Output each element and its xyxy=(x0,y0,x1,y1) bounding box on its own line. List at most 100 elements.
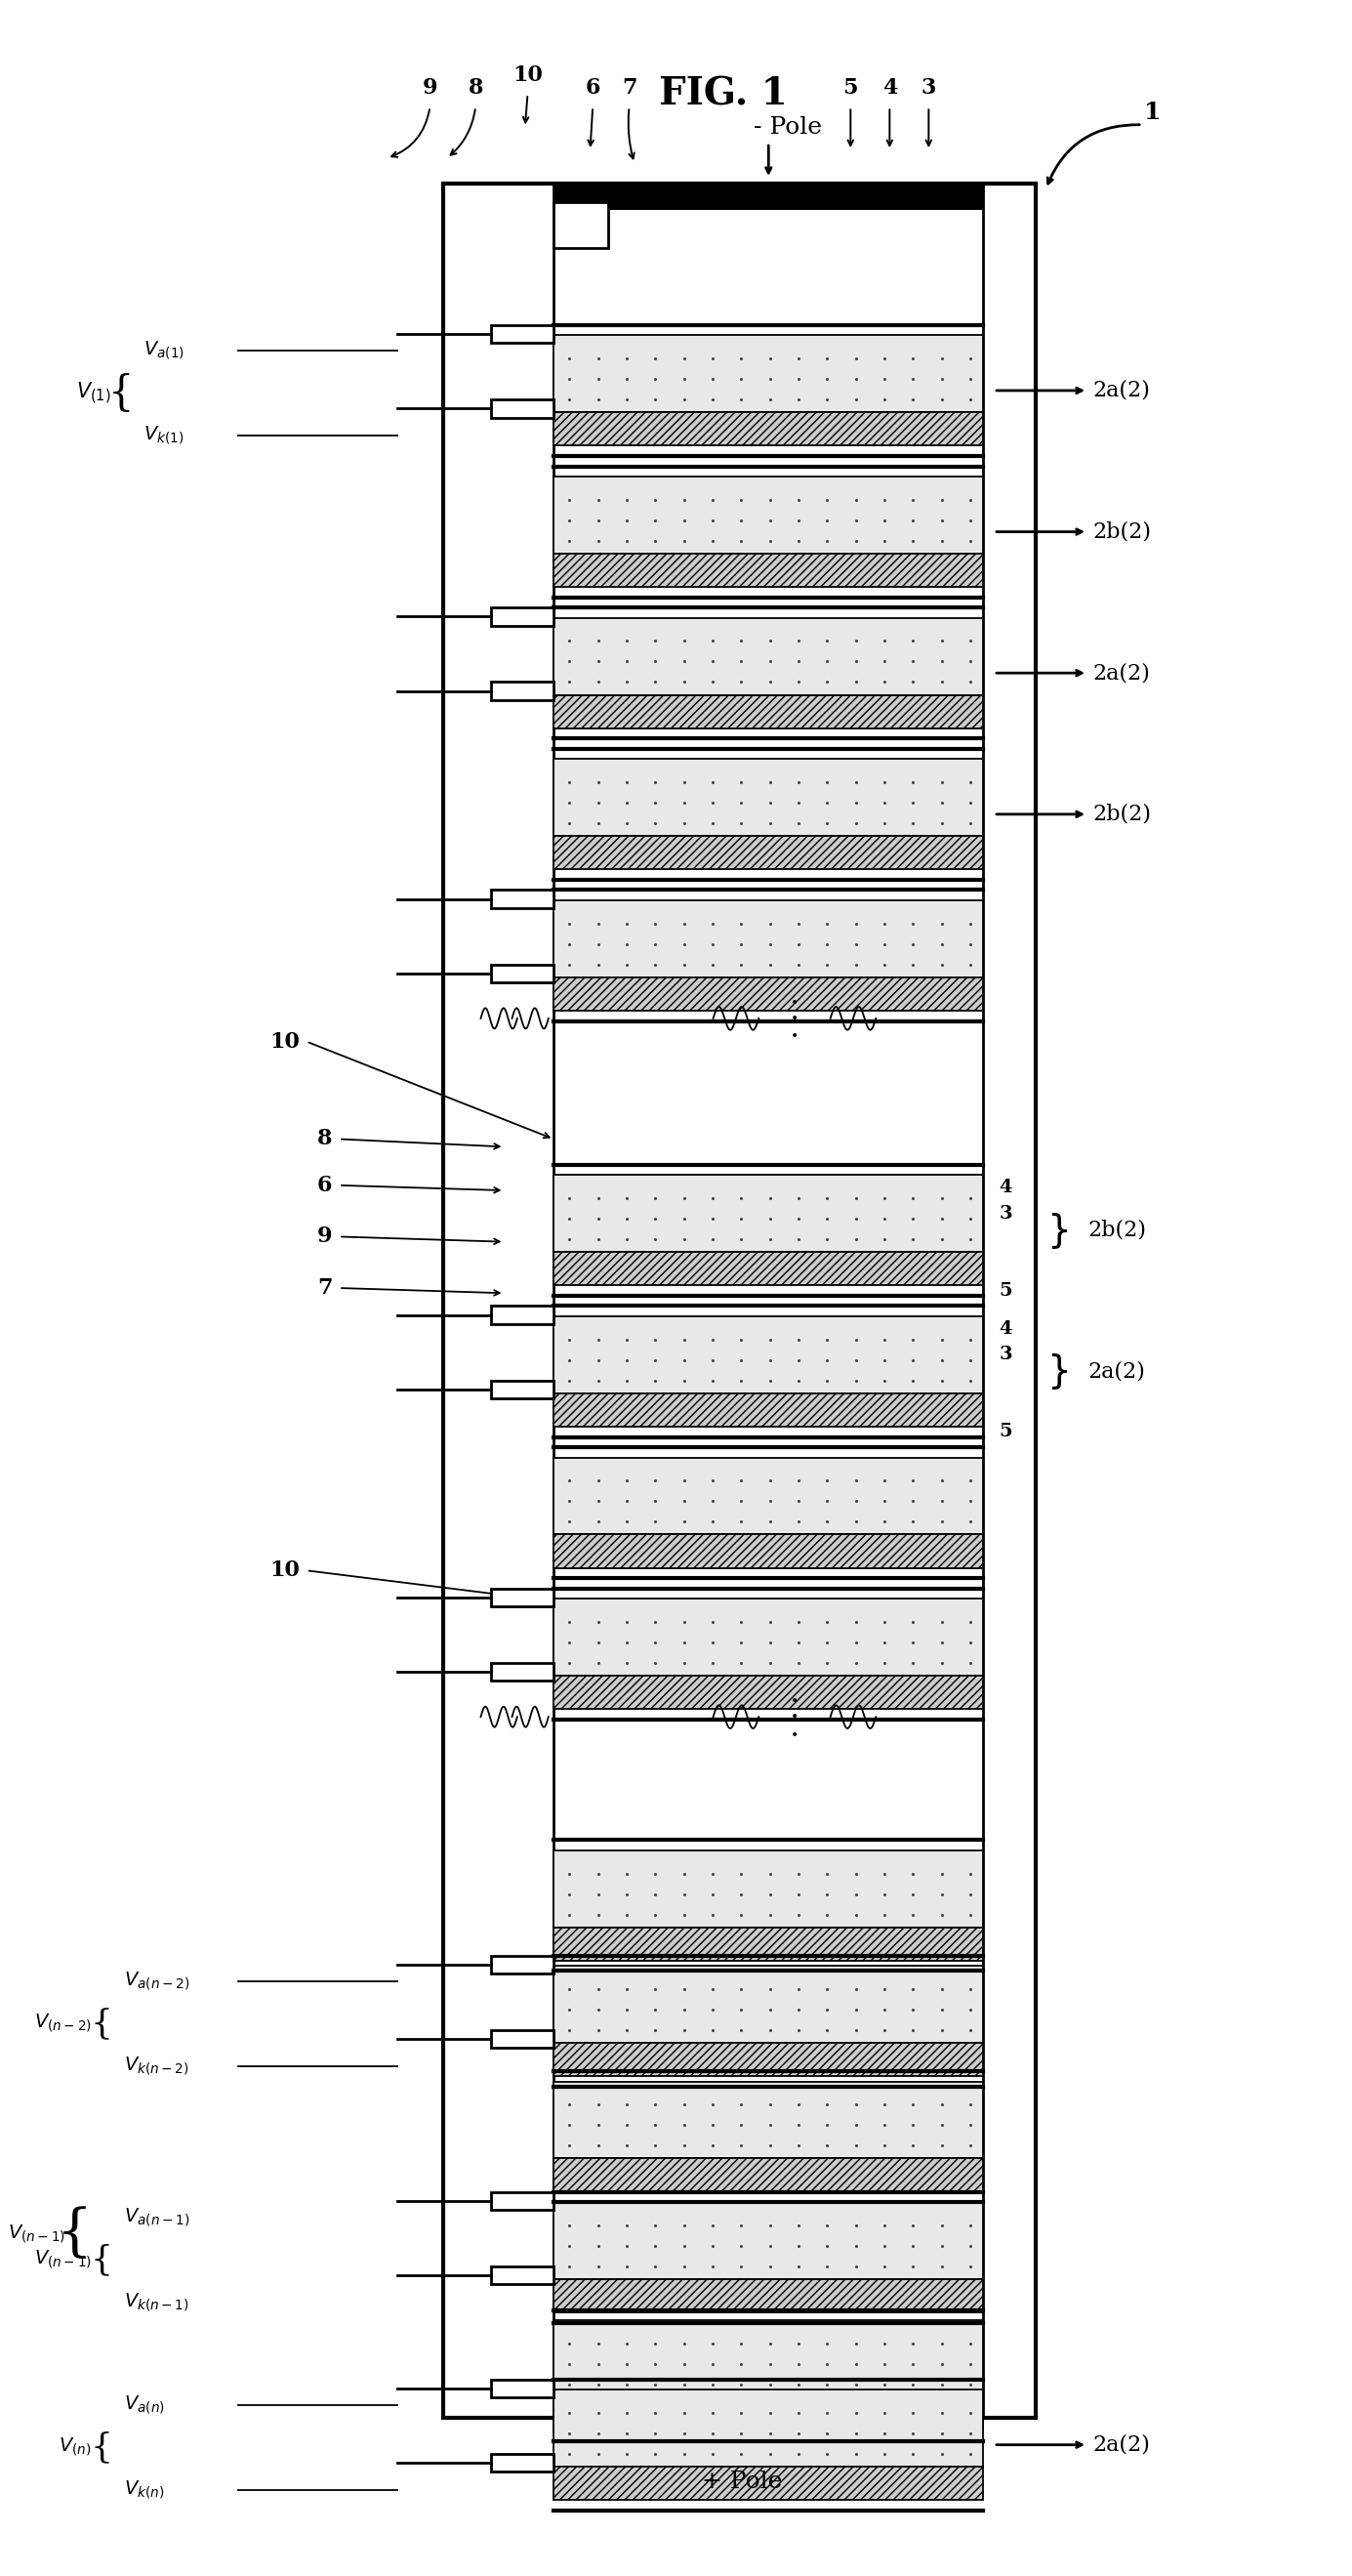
Text: $V_{(n-1)}$: $V_{(n-1)}$ xyxy=(8,2223,65,2246)
Text: 2a(2): 2a(2) xyxy=(1092,662,1151,683)
Text: }: } xyxy=(1046,1352,1071,1391)
Bar xyxy=(554,2081,983,2159)
Text: $V_{k(1)}$: $V_{k(1)}$ xyxy=(143,425,184,446)
Bar xyxy=(554,696,983,729)
Bar xyxy=(554,1927,983,1960)
Bar xyxy=(491,608,554,626)
Text: $V_{(n-2)}$: $V_{(n-2)}$ xyxy=(34,2012,92,2035)
Text: 2b(2): 2b(2) xyxy=(1092,804,1152,824)
Text: 7: 7 xyxy=(622,77,637,98)
Text: 3: 3 xyxy=(921,77,936,98)
Bar xyxy=(554,1458,983,1535)
Text: 3: 3 xyxy=(999,1347,1013,1363)
Text: + Pole: + Pole xyxy=(702,2470,783,2494)
Bar xyxy=(554,1965,983,2043)
Text: 7: 7 xyxy=(318,1278,333,1298)
Bar xyxy=(554,183,983,209)
Text: •: • xyxy=(791,1012,799,1025)
Bar xyxy=(554,2468,983,2501)
Text: - Pole: - Pole xyxy=(754,116,822,139)
Bar xyxy=(554,618,983,696)
Bar xyxy=(554,1600,983,1677)
Bar xyxy=(491,1664,554,1682)
Bar xyxy=(491,2380,554,2398)
Text: 9: 9 xyxy=(422,77,438,98)
Text: 2b(2): 2b(2) xyxy=(1087,1218,1146,1242)
Text: 5: 5 xyxy=(999,1283,1013,1298)
Text: 4: 4 xyxy=(999,1180,1013,1198)
Bar xyxy=(491,2192,554,2210)
Bar xyxy=(554,2321,983,2398)
Bar xyxy=(491,2030,554,2048)
Bar xyxy=(491,1306,554,1324)
Text: $V_{a(n-1)}$: $V_{a(n-1)}$ xyxy=(124,2208,189,2228)
Bar xyxy=(554,1535,983,1569)
Bar xyxy=(554,1316,983,1394)
Bar xyxy=(554,412,983,446)
Text: 8: 8 xyxy=(468,77,483,98)
Bar xyxy=(554,1677,983,1708)
Text: $V_{k(n-2)}$: $V_{k(n-2)}$ xyxy=(124,2056,189,2076)
Text: 10: 10 xyxy=(269,1558,300,1582)
Text: 4: 4 xyxy=(882,77,898,98)
Bar xyxy=(491,399,554,417)
Bar xyxy=(554,976,983,1010)
Text: $V_{a(1)}$: $V_{a(1)}$ xyxy=(143,340,184,361)
Text: 1: 1 xyxy=(1144,100,1161,124)
Bar xyxy=(491,683,554,701)
Text: 2a(2): 2a(2) xyxy=(1087,1360,1145,1383)
Text: $V_{a(n-2)}$: $V_{a(n-2)}$ xyxy=(124,1971,189,1991)
Bar xyxy=(554,201,608,247)
Text: $V_{(n-1)}$: $V_{(n-1)}$ xyxy=(34,2249,92,2272)
Text: 2a(2): 2a(2) xyxy=(1092,2434,1151,2455)
Bar xyxy=(554,2280,983,2313)
Text: {: { xyxy=(91,2432,114,2465)
Bar xyxy=(491,325,554,343)
Bar xyxy=(554,837,983,871)
Text: 5: 5 xyxy=(844,77,859,98)
Text: 8: 8 xyxy=(318,1128,333,1149)
Bar xyxy=(554,899,983,976)
Bar xyxy=(554,2398,983,2432)
Bar xyxy=(554,2043,983,2076)
Text: 2b(2): 2b(2) xyxy=(1092,520,1152,544)
Text: 6: 6 xyxy=(585,77,600,98)
Bar xyxy=(554,1850,983,1927)
Text: 10: 10 xyxy=(512,64,542,85)
Text: FIG. 1: FIG. 1 xyxy=(658,75,787,113)
Text: 10: 10 xyxy=(269,1030,300,1051)
Text: •: • xyxy=(791,1030,799,1043)
Text: 6: 6 xyxy=(318,1175,333,1195)
Text: 3: 3 xyxy=(999,1206,1013,1224)
Bar xyxy=(554,1175,983,1252)
Bar xyxy=(491,889,554,907)
Bar xyxy=(554,335,983,412)
Text: •: • xyxy=(791,1710,799,1723)
Text: 5: 5 xyxy=(999,1422,1013,1440)
Bar xyxy=(491,963,554,981)
Text: $V_{a(n)}$: $V_{a(n)}$ xyxy=(124,2393,165,2416)
Text: •: • xyxy=(791,997,799,1010)
Text: 2a(2): 2a(2) xyxy=(1092,379,1151,402)
Text: }: } xyxy=(1046,1211,1071,1249)
Text: 4: 4 xyxy=(999,1321,1013,1337)
Text: 9: 9 xyxy=(318,1226,333,1247)
Bar xyxy=(491,2455,554,2473)
Bar xyxy=(554,477,983,554)
Text: $V_{k(n-1)}$: $V_{k(n-1)}$ xyxy=(124,2293,189,2313)
Bar xyxy=(554,554,983,587)
Bar xyxy=(491,1955,554,1973)
Text: $V_{(1)}$: $V_{(1)}$ xyxy=(76,381,111,407)
Bar xyxy=(554,2391,983,2468)
Bar xyxy=(491,1589,554,1607)
Text: •: • xyxy=(791,1695,799,1708)
Bar xyxy=(554,2202,983,2280)
Text: {: { xyxy=(91,2244,114,2277)
Bar xyxy=(554,760,983,837)
Text: •: • xyxy=(791,1728,799,1741)
Text: {: { xyxy=(57,2208,93,2262)
Text: $V_{k(n)}$: $V_{k(n)}$ xyxy=(124,2478,165,2501)
Bar xyxy=(554,1394,983,1427)
Bar xyxy=(491,1381,554,1399)
Bar xyxy=(554,2159,983,2192)
